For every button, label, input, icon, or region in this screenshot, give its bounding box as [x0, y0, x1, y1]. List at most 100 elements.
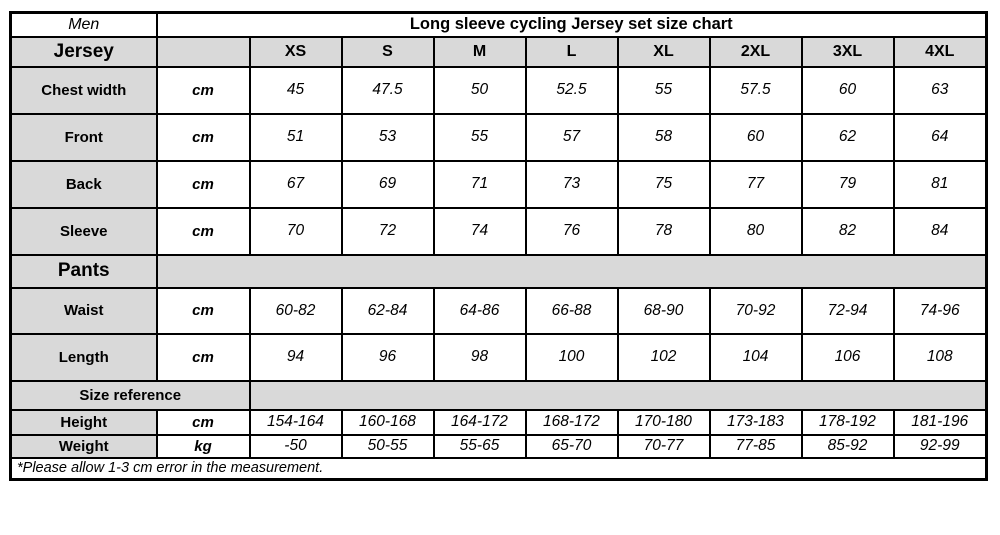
value-cell: 75: [616, 159, 711, 209]
value-cell: 57: [524, 112, 619, 162]
value-cell: 60: [708, 112, 803, 162]
value-cell: 96: [340, 332, 435, 382]
value-cell: 108: [892, 332, 988, 382]
size-header-row: Jersey XS S M L XL 2XL 3XL 4XL: [9, 35, 988, 68]
table-row-height: Height cm 154-164 160-168 164-172 168-17…: [9, 408, 988, 436]
section-spacer: [248, 379, 988, 411]
value-cell: 55: [616, 65, 711, 115]
table-row-weight: Weight kg -50 50-55 55-65 65-70 70-77 77…: [9, 433, 988, 459]
value-cell: 70: [248, 206, 343, 256]
value-cell: 51: [248, 112, 343, 162]
row-label: Length: [9, 332, 158, 382]
table-row-waist: Waist cm 60-82 62-84 64-86 66-88 68-90 7…: [9, 286, 988, 335]
value-cell: 64-86: [432, 286, 527, 335]
value-cell: -50: [248, 433, 343, 459]
row-label: Back: [9, 159, 158, 209]
footnote-text: *Please allow 1-3 cm error in the measur…: [9, 456, 988, 481]
table-row-front: Front cm 51 53 55 57 58 60 62 64: [9, 112, 988, 162]
value-cell: 50-55: [340, 433, 435, 459]
size-header-3xl: 3XL: [800, 35, 895, 68]
size-header-s: S: [340, 35, 435, 68]
chart-title: Long sleeve cycling Jersey set size char…: [155, 11, 988, 38]
value-cell: 160-168: [340, 408, 435, 436]
value-cell: 52.5: [524, 65, 619, 115]
value-cell: 72-94: [800, 286, 895, 335]
value-cell: 63: [892, 65, 988, 115]
value-cell: 45: [248, 65, 343, 115]
value-cell: 178-192: [800, 408, 895, 436]
unit-cell: cm: [155, 286, 251, 335]
value-cell: 168-172: [524, 408, 619, 436]
value-cell: 102: [616, 332, 711, 382]
footnote-row: *Please allow 1-3 cm error in the measur…: [9, 456, 988, 481]
unit-cell: cm: [155, 206, 251, 256]
value-cell: 76: [524, 206, 619, 256]
value-cell: 74: [432, 206, 527, 256]
size-header-xs: XS: [248, 35, 343, 68]
section-label-jersey: Jersey: [9, 35, 158, 68]
size-chart-table: Men Long sleeve cycling Jersey set size …: [9, 11, 988, 481]
unit-cell: cm: [155, 65, 251, 115]
row-label: Front: [9, 112, 158, 162]
section-label-size-reference: Size reference: [9, 379, 251, 411]
value-cell: 173-183: [708, 408, 803, 436]
unit-cell: cm: [155, 408, 251, 436]
value-cell: 82: [800, 206, 895, 256]
value-cell: 47.5: [340, 65, 435, 115]
value-cell: 104: [708, 332, 803, 382]
value-cell: 84: [892, 206, 988, 256]
value-cell: 181-196: [892, 408, 988, 436]
section-row-size-reference: Size reference: [9, 379, 988, 411]
value-cell: 70-77: [616, 433, 711, 459]
table-row-sleeve: Sleeve cm 70 72 74 76 78 80 82 84: [9, 206, 988, 256]
value-cell: 50: [432, 65, 527, 115]
value-cell: 94: [248, 332, 343, 382]
row-label: Chest width: [9, 65, 158, 115]
table-row-chest-width: Chest width cm 45 47.5 50 52.5 55 57.5 6…: [9, 65, 988, 115]
section-label-pants: Pants: [9, 253, 158, 289]
unit-cell: cm: [155, 112, 251, 162]
row-label: Weight: [9, 433, 158, 459]
row-label: Height: [9, 408, 158, 436]
value-cell: 74-96: [892, 286, 988, 335]
value-cell: 67: [248, 159, 343, 209]
value-cell: 66-88: [524, 286, 619, 335]
value-cell: 60: [800, 65, 895, 115]
row-label: Waist: [9, 286, 158, 335]
value-cell: 79: [800, 159, 895, 209]
value-cell: 164-172: [432, 408, 527, 436]
value-cell: 55-65: [432, 433, 527, 459]
value-cell: 70-92: [708, 286, 803, 335]
value-cell: 69: [340, 159, 435, 209]
value-cell: 60-82: [248, 286, 343, 335]
value-cell: 73: [524, 159, 619, 209]
value-cell: 58: [616, 112, 711, 162]
value-cell: 170-180: [616, 408, 711, 436]
value-cell: 71: [432, 159, 527, 209]
value-cell: 57.5: [708, 65, 803, 115]
size-header-spacer: [155, 35, 251, 68]
title-row: Men Long sleeve cycling Jersey set size …: [9, 11, 988, 38]
value-cell: 65-70: [524, 433, 619, 459]
value-cell: 81: [892, 159, 988, 209]
unit-cell: cm: [155, 159, 251, 209]
value-cell: 72: [340, 206, 435, 256]
value-cell: 100: [524, 332, 619, 382]
size-header-l: L: [524, 35, 619, 68]
size-header-xl: XL: [616, 35, 711, 68]
value-cell: 78: [616, 206, 711, 256]
value-cell: 92-99: [892, 433, 988, 459]
value-cell: 64: [892, 112, 988, 162]
value-cell: 106: [800, 332, 895, 382]
value-cell: 85-92: [800, 433, 895, 459]
unit-cell: kg: [155, 433, 251, 459]
value-cell: 77-85: [708, 433, 803, 459]
row-label: Sleeve: [9, 206, 158, 256]
section-spacer: [155, 253, 988, 289]
size-header-2xl: 2XL: [708, 35, 803, 68]
size-header-m: M: [432, 35, 527, 68]
gender-label: Men: [9, 11, 158, 38]
section-row-pants: Pants: [9, 253, 988, 289]
value-cell: 98: [432, 332, 527, 382]
value-cell: 80: [708, 206, 803, 256]
